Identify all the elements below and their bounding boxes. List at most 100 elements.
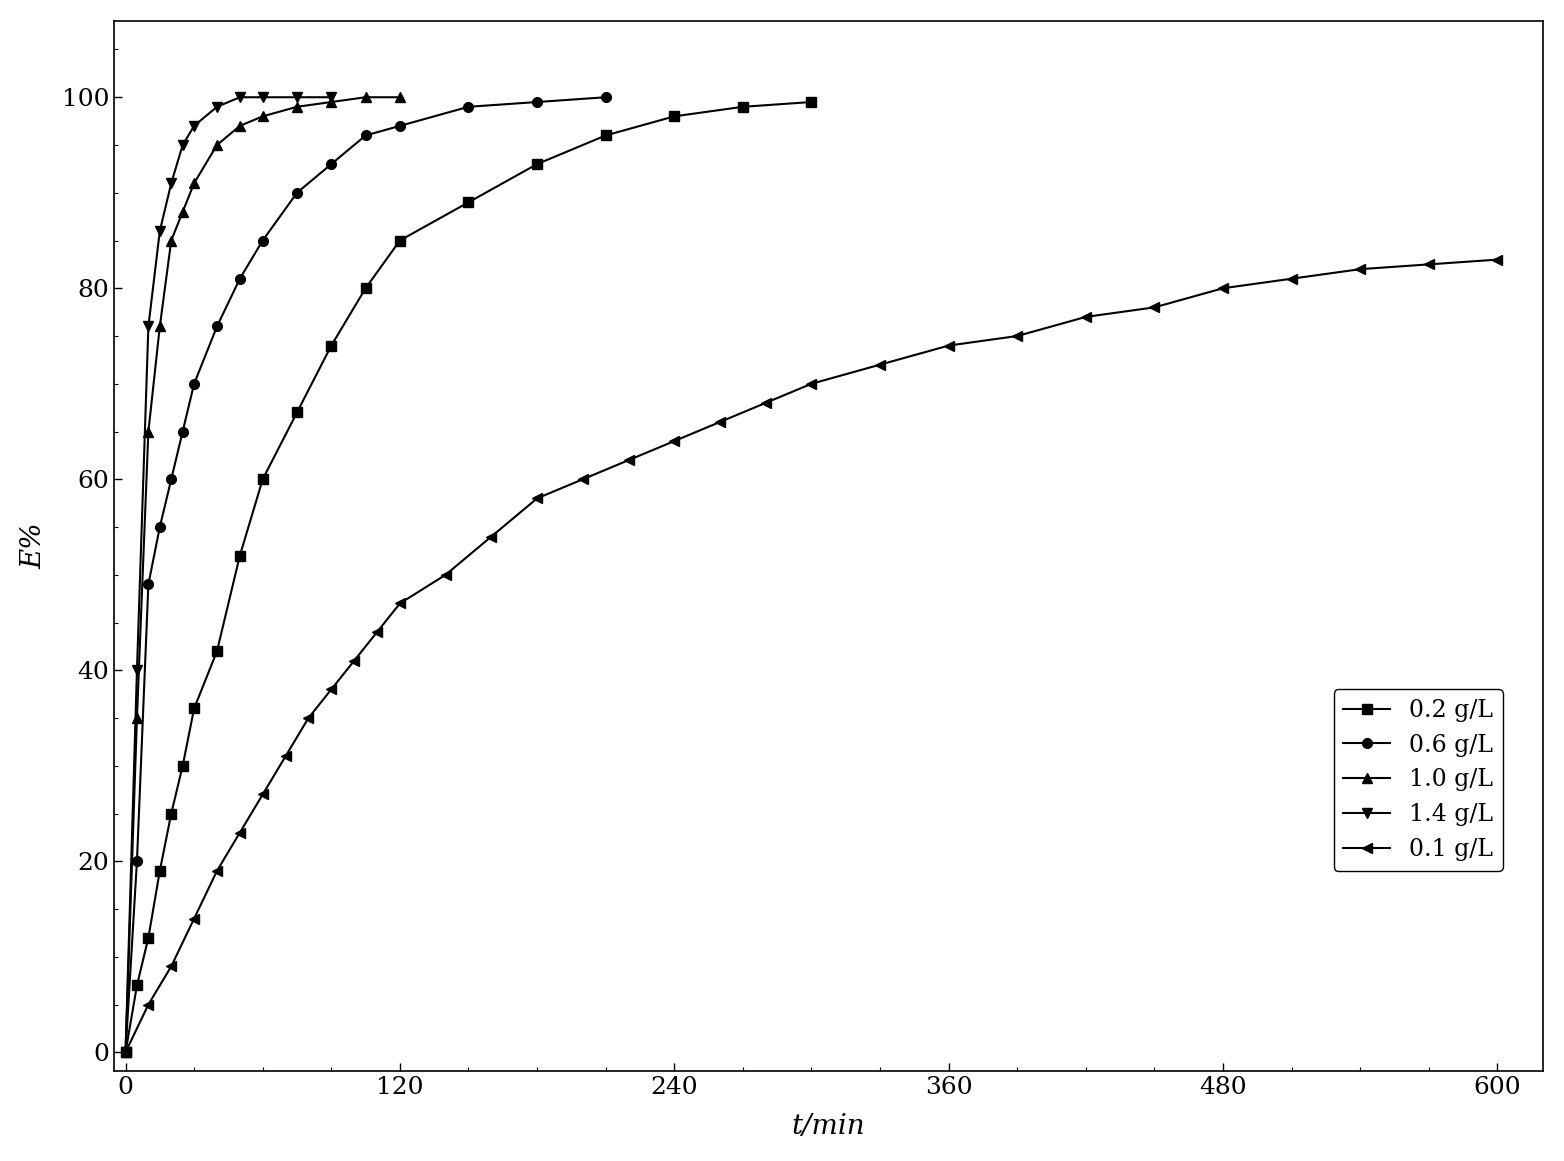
0.1 g/L [322, 683, 341, 697]
1.4 g/L [288, 91, 307, 104]
0.1 g/L [1145, 301, 1164, 315]
Line: 1.0 g/L: 1.0 g/L [120, 93, 405, 1058]
1.0 g/L [185, 176, 203, 190]
1.0 g/L [391, 91, 410, 104]
Line: 1.4 g/L: 1.4 g/L [120, 93, 336, 1058]
1.0 g/L [230, 118, 249, 132]
Line: 0.1 g/L: 0.1 g/L [120, 254, 1503, 1058]
0.6 g/L [185, 377, 203, 391]
Legend: 0.2 g/L, 0.6 g/L, 1.0 g/L, 1.4 g/L, 0.1 g/L: 0.2 g/L, 0.6 g/L, 1.0 g/L, 1.4 g/L, 0.1 … [1334, 690, 1503, 871]
0.2 g/L [208, 644, 227, 658]
1.0 g/L [357, 91, 375, 104]
0.2 g/L [230, 549, 249, 563]
0.2 g/L [185, 701, 203, 715]
0.1 g/L [940, 339, 959, 353]
0.1 g/L [757, 396, 776, 410]
1.0 g/L [253, 109, 272, 123]
Line: 0.2 g/L: 0.2 g/L [120, 98, 816, 1058]
0.1 g/L [368, 625, 386, 639]
1.0 g/L [139, 425, 158, 439]
0.2 g/L [161, 807, 180, 821]
0.1 g/L [710, 414, 729, 428]
0.1 g/L [253, 787, 272, 801]
0.6 g/L [161, 473, 180, 486]
1.4 g/L [174, 138, 192, 152]
0.6 g/L [230, 272, 249, 286]
1.4 g/L [322, 91, 341, 104]
0.6 g/L [357, 129, 375, 143]
1.4 g/L [128, 663, 147, 677]
0.1 g/L [299, 711, 317, 724]
0.6 g/L [322, 157, 341, 171]
0.1 g/L [665, 434, 683, 448]
0.2 g/L [734, 100, 752, 114]
0.2 g/L [460, 195, 479, 209]
0.1 g/L [802, 377, 821, 391]
0.2 g/L [116, 1045, 135, 1059]
0.1 g/L [161, 959, 180, 973]
0.1 g/L [208, 864, 227, 878]
1.0 g/L [116, 1045, 135, 1059]
0.2 g/L [391, 233, 410, 247]
0.2 g/L [322, 339, 341, 353]
1.0 g/L [174, 204, 192, 218]
0.6 g/L [391, 118, 410, 132]
1.0 g/L [150, 319, 169, 333]
X-axis label: t/min: t/min [791, 1113, 865, 1140]
0.6 g/L [596, 91, 615, 104]
0.6 g/L [150, 520, 169, 534]
0.1 g/L [1076, 310, 1095, 324]
0.1 g/L [1007, 329, 1026, 342]
0.6 g/L [460, 100, 479, 114]
0.2 g/L [253, 473, 272, 486]
0.2 g/L [357, 281, 375, 295]
0.1 g/L [277, 749, 296, 763]
1.4 g/L [150, 224, 169, 238]
0.2 g/L [288, 405, 307, 419]
0.1 g/L [619, 453, 638, 467]
0.1 g/L [116, 1045, 135, 1059]
1.4 g/L [116, 1045, 135, 1059]
0.6 g/L [139, 577, 158, 591]
0.6 g/L [128, 854, 147, 868]
1.0 g/L [128, 711, 147, 724]
0.2 g/L [174, 759, 192, 773]
0.6 g/L [253, 233, 272, 247]
0.6 g/L [174, 425, 192, 439]
0.1 g/L [139, 997, 158, 1011]
0.2 g/L [596, 129, 615, 143]
0.2 g/L [150, 864, 169, 878]
1.0 g/L [322, 95, 341, 109]
1.0 g/L [288, 100, 307, 114]
0.1 g/L [230, 825, 249, 839]
1.0 g/L [161, 233, 180, 247]
Line: 0.6 g/L: 0.6 g/L [120, 93, 610, 1058]
0.1 g/L [185, 911, 203, 925]
0.1 g/L [1420, 258, 1439, 272]
Y-axis label: E%: E% [20, 522, 48, 569]
0.6 g/L [208, 319, 227, 333]
0.1 g/L [436, 568, 455, 582]
0.2 g/L [802, 95, 821, 109]
0.6 g/L [288, 186, 307, 200]
0.1 g/L [527, 491, 546, 505]
0.2 g/L [128, 979, 147, 993]
0.1 g/L [1487, 253, 1506, 267]
0.1 g/L [871, 358, 890, 372]
1.4 g/L [230, 91, 249, 104]
0.1 g/L [1214, 281, 1232, 295]
0.2 g/L [665, 109, 683, 123]
0.1 g/L [391, 597, 410, 611]
1.4 g/L [185, 118, 203, 132]
0.6 g/L [116, 1045, 135, 1059]
1.4 g/L [208, 100, 227, 114]
1.4 g/L [253, 91, 272, 104]
0.2 g/L [527, 157, 546, 171]
1.0 g/L [208, 138, 227, 152]
1.4 g/L [161, 176, 180, 190]
0.1 g/L [574, 473, 593, 486]
0.1 g/L [344, 654, 363, 668]
1.4 g/L [139, 319, 158, 333]
0.1 g/L [1282, 272, 1301, 286]
0.2 g/L [139, 931, 158, 945]
